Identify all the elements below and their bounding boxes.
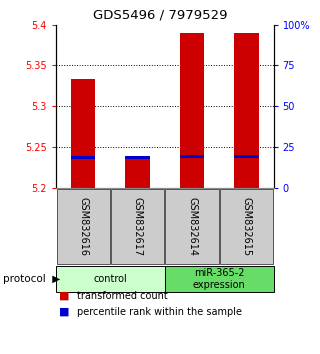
Bar — [165, 189, 219, 264]
Text: GDS5496 / 7979529: GDS5496 / 7979529 — [93, 9, 227, 22]
Bar — [234, 155, 259, 158]
Text: GSM832615: GSM832615 — [241, 197, 252, 256]
Bar — [71, 79, 95, 188]
Bar — [111, 189, 164, 264]
Text: ■: ■ — [59, 307, 70, 316]
Bar — [234, 33, 259, 188]
Bar — [180, 33, 204, 188]
Text: control: control — [93, 274, 127, 284]
Bar — [71, 156, 95, 159]
Bar — [125, 158, 150, 188]
Text: GSM832614: GSM832614 — [187, 197, 197, 256]
Bar — [57, 189, 110, 264]
Text: GSM832616: GSM832616 — [78, 197, 88, 256]
Bar — [180, 155, 204, 158]
Bar — [125, 156, 150, 159]
Bar — [165, 266, 274, 292]
Bar — [56, 266, 165, 292]
Text: GSM832617: GSM832617 — [132, 197, 143, 256]
Bar — [220, 189, 273, 264]
Text: transformed count: transformed count — [77, 291, 168, 301]
Text: miR-365-2
expression: miR-365-2 expression — [193, 268, 245, 290]
Text: protocol  ▶: protocol ▶ — [3, 274, 60, 284]
Text: ■: ■ — [59, 291, 70, 301]
Text: percentile rank within the sample: percentile rank within the sample — [77, 307, 242, 316]
